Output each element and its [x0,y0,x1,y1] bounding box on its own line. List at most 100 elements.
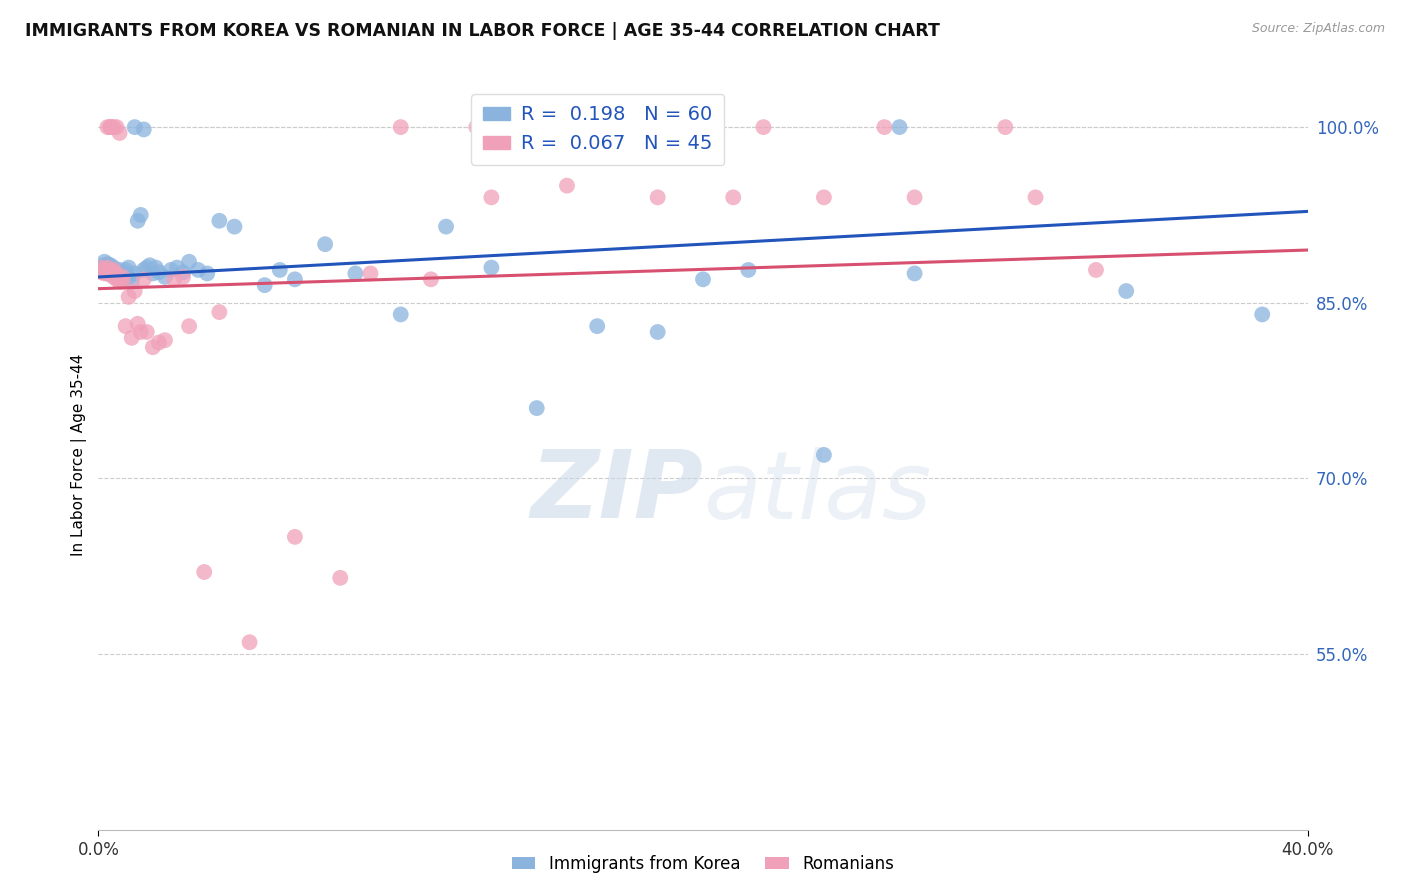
Point [93,263,115,277]
Point [179,319,201,334]
Point [172,269,194,284]
Point [586,120,609,134]
Point [103,269,125,284]
Point [105,272,128,286]
Point [90,265,112,279]
Point [153,333,176,347]
Point [329,571,352,585]
Point [103,267,125,281]
Point [481,120,503,134]
Point [904,190,927,204]
Point [142,267,165,281]
Point [124,267,146,281]
Point [103,260,125,275]
Point [465,120,488,134]
Point [105,120,128,134]
Text: ZIP: ZIP [530,446,703,539]
Point [111,272,134,286]
Point [1024,190,1046,204]
Point [121,331,143,345]
Point [139,258,162,272]
Point [100,264,122,278]
Text: atlas: atlas [703,447,931,538]
Point [111,275,134,289]
Point [129,325,152,339]
Point [723,190,745,204]
Point [100,258,122,272]
Point [103,120,125,134]
Point [163,272,186,286]
Point [224,219,246,234]
Point [737,263,759,277]
Point [145,260,167,275]
Point [269,263,291,277]
Point [105,265,128,279]
Point [889,120,911,134]
Point [100,265,122,279]
Point [90,260,112,275]
Point [111,268,134,283]
Point [208,305,231,319]
Point [160,263,183,277]
Point [193,565,215,579]
Point [692,272,714,286]
Point [284,272,307,286]
Point [118,260,141,275]
Point [647,190,669,204]
Y-axis label: In Labor Force | Age 35-44: In Labor Force | Age 35-44 [72,354,87,556]
Legend: R =  0.198   N = 60, R =  0.067   N = 45: R = 0.198 N = 60, R = 0.067 N = 45 [471,94,724,165]
Point [239,635,262,649]
Point [96,267,118,281]
Point [187,263,209,277]
Point [647,325,669,339]
Point [96,265,118,279]
Point [118,290,141,304]
Point [103,263,125,277]
Point [124,120,146,134]
Point [994,120,1017,134]
Point [904,267,927,281]
Point [344,267,367,281]
Point [118,269,141,284]
Point [100,120,122,134]
Point [108,263,131,277]
Point [121,275,143,289]
Point [481,190,503,204]
Point [114,267,136,281]
Point [389,307,412,321]
Point [90,260,112,275]
Point [148,335,170,350]
Point [108,275,131,289]
Point [142,340,165,354]
Point [96,260,118,275]
Point [105,268,128,283]
Text: IMMIGRANTS FROM KOREA VS ROMANIAN IN LABOR FORCE | AGE 35-44 CORRELATION CHART: IMMIGRANTS FROM KOREA VS ROMANIAN IN LAB… [25,22,941,40]
Point [752,120,775,134]
Point [179,254,201,268]
Point [100,261,122,276]
Point [129,208,152,222]
Point [108,267,131,281]
Point [127,213,149,227]
Point [114,319,136,334]
Point [153,269,176,284]
Point [96,260,118,275]
Point [148,265,170,279]
Point [132,122,155,136]
Point [389,120,412,134]
Point [132,263,155,277]
Point [434,219,457,234]
Point [127,317,149,331]
Point [526,401,548,415]
Point [90,263,112,277]
Point [100,120,122,134]
Point [93,265,115,279]
Text: Source: ZipAtlas.com: Source: ZipAtlas.com [1251,22,1385,36]
Point [93,254,115,268]
Point [96,257,118,271]
Point [813,448,835,462]
Point [105,267,128,281]
Point [132,272,155,286]
Point [1115,284,1137,298]
Point [135,325,157,339]
